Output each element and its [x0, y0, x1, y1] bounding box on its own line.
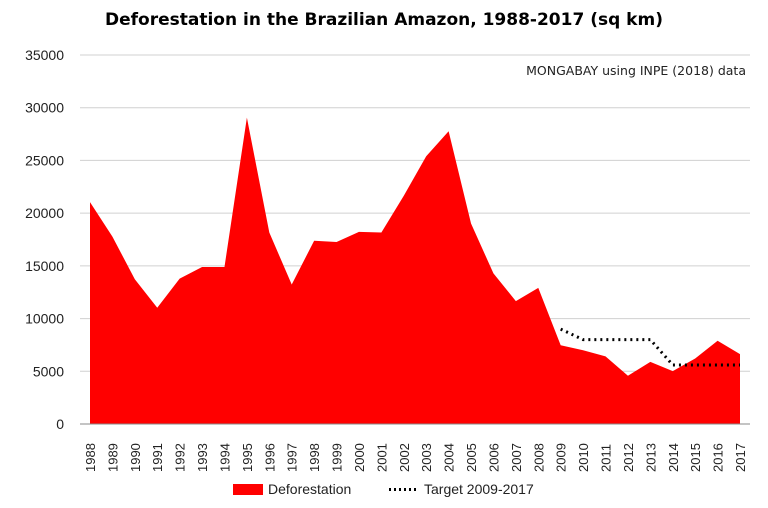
x-tick-label: 2011 — [599, 444, 614, 472]
x-tick-label: 1991 — [150, 443, 165, 472]
x-tick-label: 1994 — [217, 443, 232, 472]
legend: Deforestation Target 2009-2017 — [233, 481, 534, 497]
x-tick-label: 2014 — [666, 443, 681, 472]
x-tick-label: 1997 — [285, 443, 300, 472]
target-line — [560, 327, 740, 367]
y-tick-label: 15000 — [25, 258, 64, 274]
x-tick-label: 2003 — [419, 443, 434, 472]
x-tick-label: 2000 — [352, 443, 367, 472]
x-tick-label: 2010 — [576, 443, 591, 472]
legend-label-deforestation: Deforestation — [268, 481, 351, 497]
chart-title: Deforestation in the Brazilian Amazon, 1… — [105, 10, 663, 30]
y-tick-label: 5000 — [33, 363, 64, 379]
source-annotation: MONGABAY using INPE (2018) data — [526, 63, 746, 78]
x-tick-label: 2013 — [643, 443, 658, 472]
x-tick-label: 1998 — [307, 443, 322, 472]
plot-area — [89, 117, 741, 424]
x-tick-label: 2004 — [442, 443, 457, 472]
x-tick-label: 2005 — [464, 443, 479, 472]
x-tick-label: 1992 — [173, 443, 188, 472]
x-tick-label: 2009 — [554, 443, 569, 472]
x-tick-label: 1993 — [195, 443, 210, 472]
x-tick-label: 1989 — [105, 443, 120, 472]
legend-label-target: Target 2009-2017 — [424, 481, 534, 497]
y-tick-label: 20000 — [25, 205, 64, 221]
y-tick-label: 35000 — [25, 47, 64, 63]
x-tick-label: 2001 — [374, 443, 389, 472]
x-tick-label: 1990 — [128, 443, 143, 472]
x-tick-label: 2006 — [486, 443, 501, 472]
x-tick-label: 2016 — [711, 443, 726, 472]
x-tick-label: 1999 — [330, 443, 345, 472]
x-tick-label: 2008 — [531, 443, 546, 472]
deforestation-area — [90, 117, 740, 424]
x-tick-label: 2007 — [509, 443, 524, 472]
x-tick-label: 2012 — [621, 443, 636, 472]
y-axis-ticks: 0 5000 10000 15000 20000 25000 30000 35000 — [25, 47, 64, 432]
y-tick-label: 0 — [56, 416, 64, 432]
y-tick-label: 10000 — [25, 311, 64, 327]
x-tick-label: 2017 — [733, 443, 748, 472]
x-tick-label: 1988 — [83, 443, 98, 472]
y-tick-label: 25000 — [25, 152, 64, 168]
x-tick-label: 1995 — [240, 443, 255, 472]
x-tick-label: 2015 — [688, 443, 703, 472]
x-axis-ticks: 1988 1989 1990 1991 1992 1993 1994 1995 1996 1997… — [83, 443, 748, 472]
legend-swatch-deforestation — [233, 484, 263, 495]
y-tick-label: 30000 — [25, 100, 64, 116]
x-tick-label: 2002 — [397, 443, 412, 472]
x-tick-label: 1996 — [262, 443, 277, 472]
